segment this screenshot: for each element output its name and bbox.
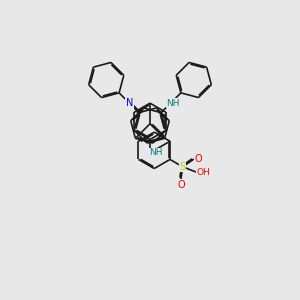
Text: NH: NH [166, 99, 180, 108]
Text: N: N [126, 98, 133, 108]
Text: OH: OH [197, 167, 211, 176]
Text: NH: NH [149, 148, 163, 157]
Text: O: O [177, 180, 185, 190]
Text: O: O [195, 154, 202, 164]
Text: S: S [180, 162, 186, 172]
